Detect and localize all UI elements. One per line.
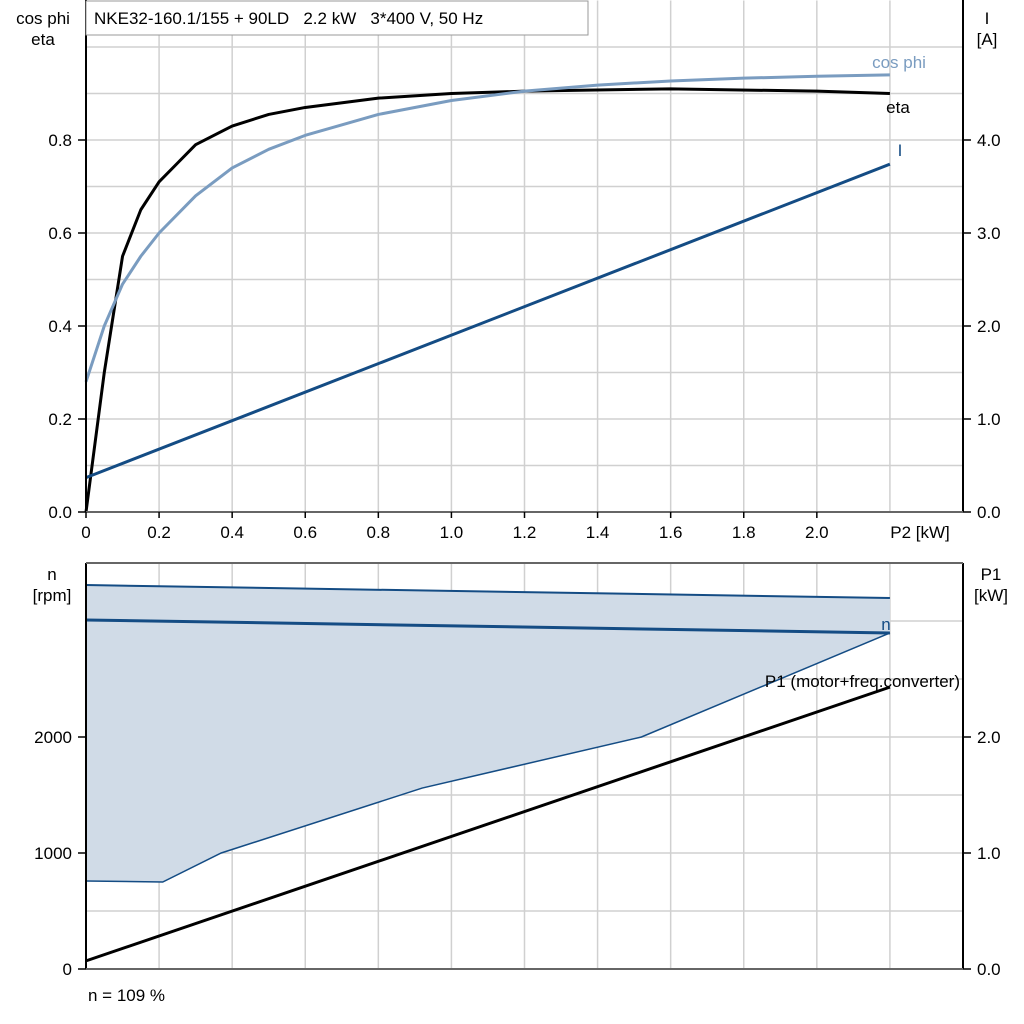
axes (78, 0, 971, 970)
bottom-right-axis-label-kW: [kW] (974, 586, 1008, 605)
series-line-I (85, 162, 891, 479)
x-axis-label: P2 [kW] (890, 523, 950, 542)
x-tick-label: 1.8 (732, 523, 756, 542)
current-series-label: I (898, 141, 903, 160)
bottom-y-left-tick-label: 1000 (34, 844, 72, 863)
x-tick-label: 1.6 (659, 523, 683, 542)
series-lines (84, 73, 891, 963)
speed-annotation: n = 109 % (88, 986, 165, 1005)
x-tick-label: 2.0 (805, 523, 829, 542)
cosphi-series-label: cos phi (872, 53, 926, 72)
bottom-y-right-tick-label: 0.0 (977, 960, 1001, 979)
y-right-tick-label: 4.0 (977, 131, 1001, 150)
x-tick-label: 0 (81, 523, 90, 542)
bottom-left-axis-label-n: n (47, 565, 56, 584)
speed-band-lower-line (85, 632, 891, 883)
bottom-y-left-tick-label: 0 (63, 960, 72, 979)
left-axis-label-eta: eta (31, 30, 55, 49)
y-left-tick-label: 0.4 (48, 317, 72, 336)
right-axis-label-A: [A] (977, 30, 998, 49)
y-left-tick-label: 0.6 (48, 224, 72, 243)
bottom-y-right-tick-label: 1.0 (977, 844, 1001, 863)
p1-series-label: P1 (motor+freq.converter) (765, 672, 960, 691)
y-right-tick-label: 2.0 (977, 317, 1001, 336)
x-tick-label: 1.0 (440, 523, 464, 542)
top-grid (86, 0, 963, 512)
y-right-tick-label: 1.0 (977, 410, 1001, 429)
title-box (85, 0, 589, 36)
chart-title: NKE32-160.1/155 + 90LD 2.2 kW 3*400 V, 5… (94, 9, 483, 28)
bottom-left-axis-label-rpm: [rpm] (33, 586, 72, 605)
right-axis-label-I: I (985, 9, 990, 28)
series-line-cos-phi (84, 73, 890, 383)
x-tick-label: 0.4 (220, 523, 244, 542)
x-tick-label: 0.2 (147, 523, 171, 542)
x-tick-label: 0.6 (293, 523, 317, 542)
series-line-P1 (85, 685, 891, 963)
series-line-n (85, 618, 890, 635)
y-left-tick-label: 0.0 (48, 503, 72, 522)
speed-band-upper-line (85, 584, 890, 600)
x-tick-label: 1.2 (513, 523, 537, 542)
bottom-y-left-tick-label: 2000 (34, 728, 72, 747)
y-right-tick-label: 3.0 (977, 224, 1001, 243)
y-right-tick-label: 0.0 (977, 503, 1001, 522)
x-tick-label: 0.8 (367, 523, 391, 542)
speed-series-label: n (881, 615, 890, 634)
tick-labels: 0 0.2 0.4 0.6 0.8 1.0 1.2 1.4 1.6 1.8 2.0 0.0 0.2 0.4… (34, 131, 1000, 979)
bottom-right-axis-label-P1: P1 (981, 565, 1002, 584)
y-left-tick-label: 0.2 (48, 410, 72, 429)
bottom-y-right-tick-label: 2.0 (977, 728, 1001, 747)
left-axis-label-cosphi: cos phi (16, 9, 70, 28)
speed-range-band (86, 585, 890, 882)
y-left-tick-label: 0.8 (48, 131, 72, 150)
series-line-eta (84, 87, 890, 513)
x-tick-label: 1.4 (586, 523, 610, 542)
eta-series-label: eta (886, 98, 910, 117)
